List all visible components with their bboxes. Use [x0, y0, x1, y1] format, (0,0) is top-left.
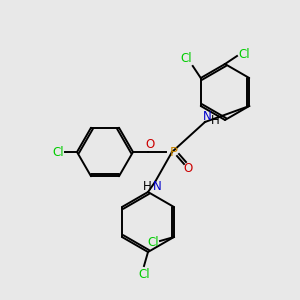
Text: Cl: Cl — [180, 52, 192, 65]
Text: Cl: Cl — [138, 268, 150, 281]
Text: N: N — [153, 179, 161, 193]
Text: Cl: Cl — [147, 236, 159, 248]
Text: H: H — [142, 179, 152, 193]
Text: Cl: Cl — [52, 146, 64, 158]
Text: O: O — [146, 139, 154, 152]
Text: Cl: Cl — [238, 49, 250, 62]
Text: H: H — [211, 113, 219, 127]
Text: N: N — [202, 110, 211, 122]
Text: O: O — [183, 161, 193, 175]
Text: P: P — [170, 146, 178, 158]
